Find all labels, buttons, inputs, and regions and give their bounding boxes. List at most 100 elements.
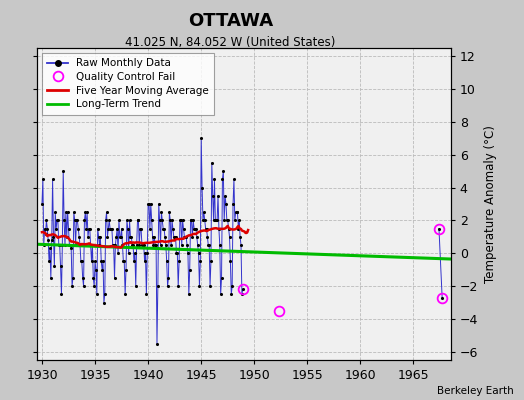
Point [43,226,51,232]
Point [184,291,193,298]
Point [94,234,103,240]
Point [206,283,214,289]
Point [95,242,104,248]
Point [66,242,74,248]
Point [57,291,66,298]
Point [121,291,129,298]
Point [145,201,153,207]
Point [64,226,73,232]
Point [148,234,157,240]
Point [71,217,79,224]
Point [72,217,81,224]
Point [238,291,246,298]
Point [165,275,173,281]
Point [228,283,236,289]
Point [203,234,212,240]
Point [125,250,133,256]
Point [74,226,82,232]
Point [215,242,224,248]
Point [114,250,122,256]
Point [147,201,155,207]
Point [191,226,199,232]
Point [221,192,230,199]
Point [73,217,82,224]
Point [170,234,178,240]
Point [48,237,56,243]
Point [100,299,108,306]
Point [113,226,122,232]
Point [146,226,154,232]
Point [438,294,446,301]
Point [93,291,101,298]
Point [130,250,139,256]
Point [80,217,89,224]
Point [41,230,50,237]
Point [57,263,65,270]
Point [86,242,95,248]
Point [161,234,169,240]
Point [135,242,144,248]
Legend: Raw Monthly Data, Quality Control Fail, Five Year Moving Average, Long-Term Tren: Raw Monthly Data, Quality Control Fail, … [42,53,214,114]
Point [218,176,226,182]
Point [40,242,48,248]
Point [101,291,109,298]
Point [132,283,140,289]
Point [209,192,217,199]
Point [231,217,239,224]
Point [59,168,68,174]
Point [102,217,110,224]
Point [226,258,235,265]
Point [225,234,234,240]
Point [211,217,220,224]
Point [56,242,64,248]
Point [233,209,242,216]
Point [58,242,67,248]
Point [54,217,62,224]
Point [42,217,51,224]
Point [83,209,91,216]
Point [125,217,134,224]
Point [155,201,163,207]
Point [149,242,158,248]
Point [98,266,106,273]
Point [166,217,174,224]
Point [60,217,68,224]
Point [128,242,136,248]
Point [77,258,85,265]
Point [198,184,206,191]
Point [232,209,241,216]
Point [212,217,221,224]
Point [238,286,247,292]
Point [53,217,61,224]
Point [52,226,60,232]
Point [158,217,167,224]
Point [200,209,208,216]
Point [67,245,75,252]
Point [193,242,202,248]
Point [141,250,150,256]
Point [89,275,97,281]
Point [177,217,185,224]
Point [184,250,192,256]
Point [169,226,177,232]
Point [232,209,240,216]
Point [215,226,223,232]
Point [214,192,222,199]
Point [142,291,150,298]
Point [213,217,221,224]
Point [205,242,213,248]
Point [44,237,52,243]
Point [140,258,149,265]
Point [127,234,136,240]
Point [201,217,209,224]
Point [236,234,244,240]
Point [162,258,171,265]
Point [137,226,145,232]
Point [172,250,181,256]
Point [70,209,78,216]
Point [134,217,143,224]
Point [147,217,156,224]
Point [47,275,55,281]
Point [150,234,159,240]
Point [111,275,119,281]
